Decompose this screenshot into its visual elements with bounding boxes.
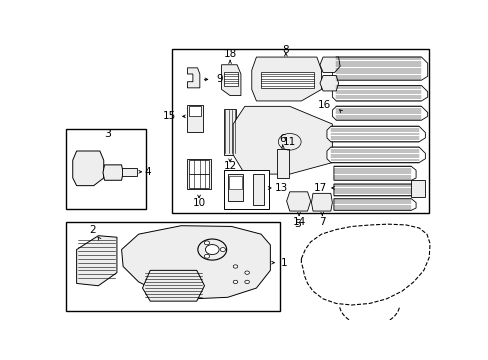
Polygon shape [261, 72, 313, 88]
Polygon shape [276, 149, 288, 178]
Polygon shape [227, 174, 243, 201]
Polygon shape [311, 193, 332, 211]
Polygon shape [122, 226, 270, 299]
Polygon shape [221, 65, 241, 95]
Circle shape [204, 255, 209, 258]
Polygon shape [332, 57, 427, 80]
Polygon shape [333, 184, 415, 196]
Text: 1: 1 [280, 258, 286, 267]
Circle shape [220, 248, 225, 252]
Polygon shape [189, 174, 209, 188]
Polygon shape [332, 106, 427, 120]
Polygon shape [122, 168, 137, 176]
Text: 15: 15 [162, 111, 176, 121]
Polygon shape [229, 176, 241, 189]
Text: 2: 2 [89, 225, 95, 235]
Text: 14: 14 [292, 217, 305, 227]
Circle shape [204, 241, 209, 245]
Text: 16: 16 [317, 100, 330, 110]
Polygon shape [187, 68, 200, 88]
Text: 8: 8 [282, 45, 288, 55]
Polygon shape [326, 126, 425, 142]
Circle shape [233, 265, 237, 268]
Polygon shape [142, 270, 204, 301]
Text: 3: 3 [104, 129, 111, 139]
Polygon shape [187, 159, 210, 189]
Text: 7: 7 [318, 217, 325, 227]
Text: 12: 12 [223, 161, 236, 171]
Polygon shape [103, 165, 123, 180]
Polygon shape [410, 180, 425, 197]
Circle shape [233, 280, 237, 284]
Text: 10: 10 [192, 198, 205, 208]
Circle shape [244, 280, 249, 284]
Bar [66, 222, 280, 311]
Polygon shape [332, 86, 427, 101]
Text: 11: 11 [283, 137, 296, 147]
Text: 6: 6 [279, 134, 285, 144]
Polygon shape [333, 166, 415, 180]
Polygon shape [286, 192, 310, 211]
Polygon shape [253, 174, 264, 205]
Polygon shape [189, 160, 209, 174]
Circle shape [244, 271, 249, 274]
Bar [224, 170, 268, 209]
Polygon shape [77, 236, 117, 286]
Text: 13: 13 [274, 183, 288, 193]
Polygon shape [233, 106, 332, 174]
Bar [172, 49, 428, 213]
Polygon shape [251, 57, 321, 101]
Polygon shape [189, 106, 201, 116]
Text: 5: 5 [293, 219, 301, 229]
Polygon shape [319, 57, 340, 72]
Polygon shape [224, 109, 236, 155]
Bar [66, 130, 146, 209]
Text: 4: 4 [144, 167, 151, 177]
Polygon shape [187, 105, 203, 132]
Text: 18: 18 [223, 49, 236, 59]
Text: 17: 17 [313, 183, 326, 193]
Polygon shape [73, 151, 103, 186]
Polygon shape [326, 147, 425, 163]
Polygon shape [319, 76, 338, 91]
Polygon shape [224, 72, 237, 86]
Text: 9: 9 [216, 74, 223, 84]
Circle shape [205, 244, 219, 255]
Polygon shape [333, 199, 415, 210]
